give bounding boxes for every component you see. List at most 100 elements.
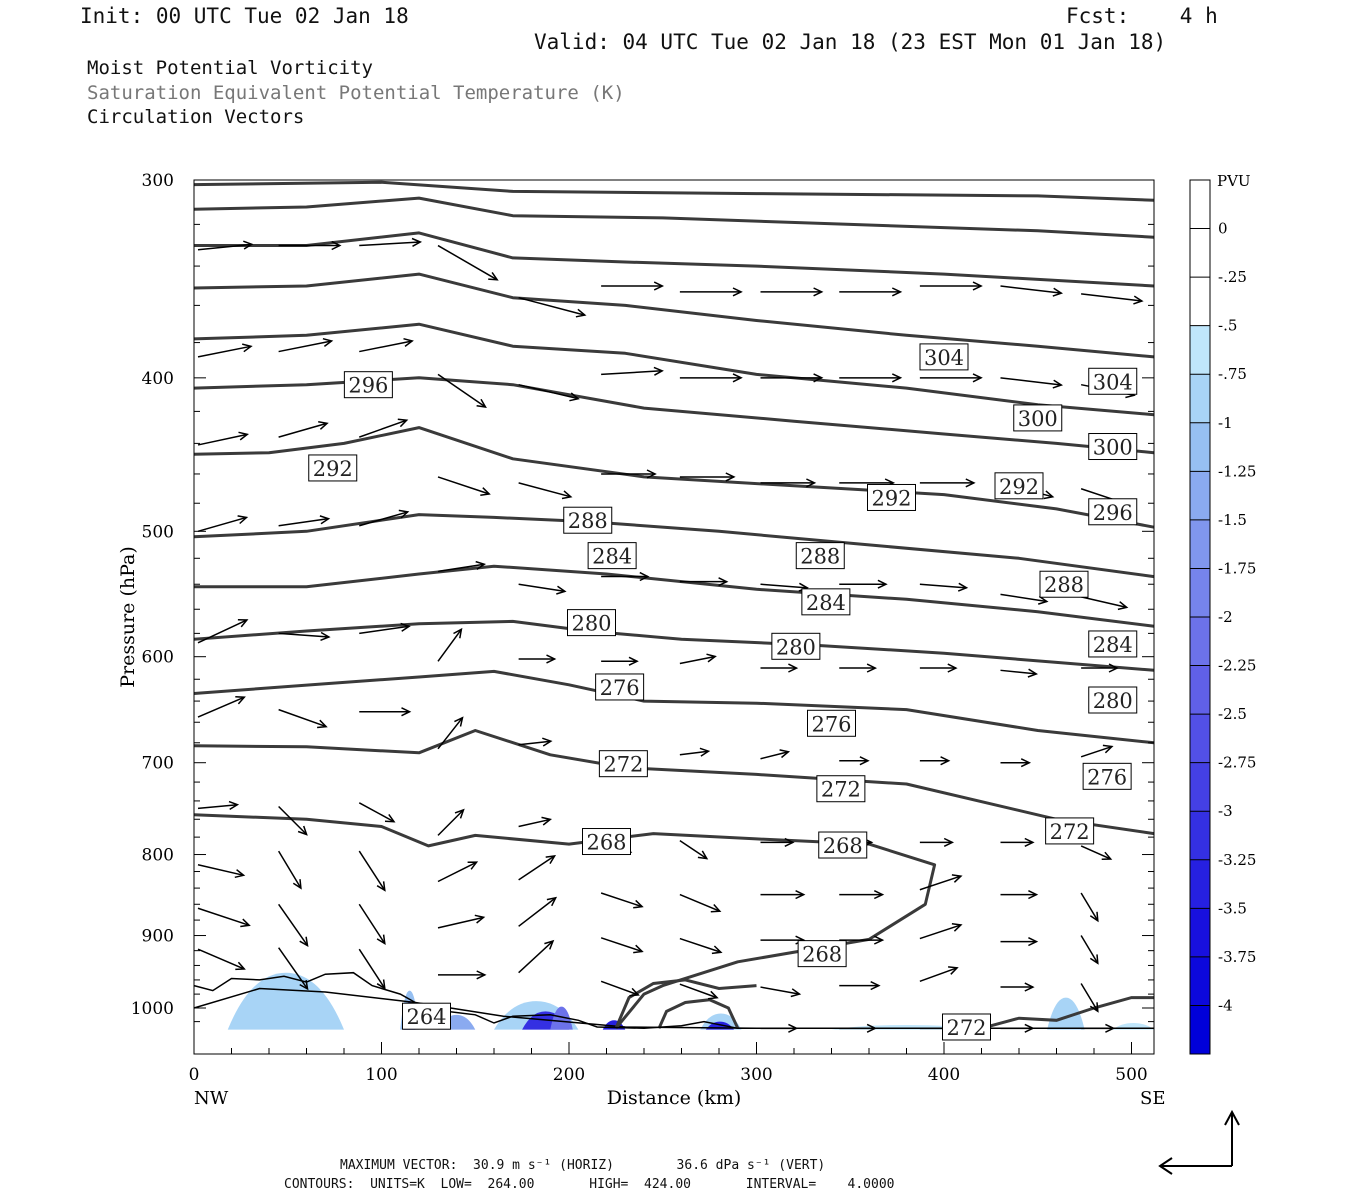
circulation-vector xyxy=(839,579,888,589)
circulation-vector xyxy=(679,577,729,587)
circulation-vector xyxy=(197,696,246,718)
circulation-vector xyxy=(679,983,719,1000)
circulation-vector xyxy=(760,663,799,673)
svg-text:268: 268 xyxy=(823,834,863,858)
vectors-layer xyxy=(197,237,1144,1033)
svg-text:300: 300 xyxy=(1093,436,1133,460)
contour-label: 280 xyxy=(771,632,821,660)
contour-label: 296 xyxy=(343,371,393,399)
colorbar-label: -1 xyxy=(1218,414,1233,432)
circulation-vector xyxy=(197,864,246,879)
circulation-vector xyxy=(839,663,878,673)
valid-time: Valid: 04 UTC Tue 02 Jan 18 (23 EST Mon … xyxy=(534,30,1167,54)
svg-text:272: 272 xyxy=(603,753,643,777)
svg-text:284: 284 xyxy=(592,545,632,569)
x-tick-label: 400 xyxy=(928,1065,960,1085)
contour-line xyxy=(657,998,740,1029)
colorbar-swatch xyxy=(1190,762,1210,812)
colorbar-label: -1.75 xyxy=(1218,559,1256,577)
circulation-vector xyxy=(278,337,334,353)
circulation-vector xyxy=(437,560,487,573)
x-end-label-left: NW xyxy=(194,1088,229,1109)
circulation-vector xyxy=(919,837,955,847)
contours-note: CONTOURS: UNITS=K LOW= 264.00 HIGH= 424.… xyxy=(284,1177,895,1192)
circulation-vector xyxy=(1080,892,1099,923)
colorbar-swatch xyxy=(1190,228,1210,278)
colorbar-label: -.5 xyxy=(1218,317,1237,335)
pv-shading-region xyxy=(227,972,344,1030)
contour-label: 284 xyxy=(801,588,851,616)
x-end-label-right: SE xyxy=(1140,1088,1165,1109)
circulation-vector xyxy=(197,619,249,644)
circulation-vector xyxy=(437,373,487,408)
colorbar: PVU 0 -.25 -.5 -.75 -1 -1.25 -1.5 -1.75 -2 -2.25 -2… xyxy=(1189,172,1256,1055)
contour-label: 292 xyxy=(994,472,1044,500)
svg-text:284: 284 xyxy=(1093,633,1133,657)
contour-label: 280 xyxy=(1088,686,1138,714)
circulation-vector xyxy=(839,1023,878,1033)
circulation-vector xyxy=(359,707,412,717)
circulation-vector xyxy=(278,903,309,948)
contours-layer xyxy=(193,180,1155,1030)
colorbar-label: -3.75 xyxy=(1218,948,1256,966)
init-time: Init: 00 UTC Tue 02 Jan 18 xyxy=(80,4,409,28)
plot-frame xyxy=(193,179,1155,1055)
field-title-vectors: Circulation Vectors xyxy=(87,106,305,128)
circulation-vector xyxy=(1080,744,1114,758)
y-tick-label: 400 xyxy=(142,369,174,389)
circulation-vector xyxy=(601,656,639,666)
circulation-vector xyxy=(1000,377,1064,389)
circulation-vector xyxy=(518,939,555,974)
circulation-vector xyxy=(839,935,885,945)
circulation-vector xyxy=(760,373,824,383)
colorbar-swatch xyxy=(1190,180,1210,229)
contour-label: 304 xyxy=(1088,367,1138,395)
contour-label: 288 xyxy=(563,506,613,534)
contour-line xyxy=(614,978,757,1029)
colorbar-swatch xyxy=(1190,714,1210,763)
svg-text:292: 292 xyxy=(313,457,353,481)
circulation-vector xyxy=(919,874,963,891)
circulation-vector xyxy=(601,571,650,582)
circulation-vector xyxy=(760,837,795,847)
colorbar-label: -2 xyxy=(1218,608,1233,626)
circulation-vector xyxy=(1000,1023,1035,1033)
colorbar-label: -3 xyxy=(1218,802,1233,820)
circulation-vector xyxy=(518,896,558,927)
svg-text:296: 296 xyxy=(1093,501,1133,525)
svg-text:304: 304 xyxy=(1093,370,1133,394)
contour-line xyxy=(981,996,1154,1030)
svg-text:264: 264 xyxy=(406,1005,446,1029)
contour-label: 268 xyxy=(818,831,868,859)
colorbar-label: -3.5 xyxy=(1218,899,1247,917)
x-axis-title: Distance (km) xyxy=(607,1087,742,1109)
contour-label: 296 xyxy=(1088,498,1138,526)
circulation-vector xyxy=(679,747,711,757)
circulation-vector xyxy=(197,240,254,251)
circulation-vector xyxy=(1000,758,1032,768)
contour-label: 264 xyxy=(402,1002,451,1030)
circulation-vector xyxy=(760,478,817,488)
circulation-vector xyxy=(919,663,958,673)
colorbar-swatch xyxy=(1190,277,1210,326)
circulation-vector xyxy=(919,756,951,766)
colorbar-swatch xyxy=(1190,859,1210,909)
circulation-vector xyxy=(760,986,802,998)
circulation-vector xyxy=(437,716,464,750)
circulation-vector xyxy=(438,970,487,980)
circulation-vector xyxy=(437,244,499,281)
circulation-vector xyxy=(197,800,240,811)
circulation-vector xyxy=(1000,593,1049,605)
contour-label: 272 xyxy=(942,1013,991,1041)
contour-label: 272 xyxy=(598,750,648,778)
y-tick-label: 700 xyxy=(142,754,174,774)
colorbar-label: -.25 xyxy=(1218,268,1247,286)
circulation-vector xyxy=(1000,668,1039,678)
contour-label: 276 xyxy=(807,709,856,737)
contour-label: 300 xyxy=(1088,433,1138,461)
circulation-vector xyxy=(278,631,331,641)
colorbar-swatch xyxy=(1190,1005,1210,1054)
circulation-vector xyxy=(277,850,302,890)
svg-text:292: 292 xyxy=(999,475,1039,499)
y-tick-label: 1000 xyxy=(131,999,174,1019)
